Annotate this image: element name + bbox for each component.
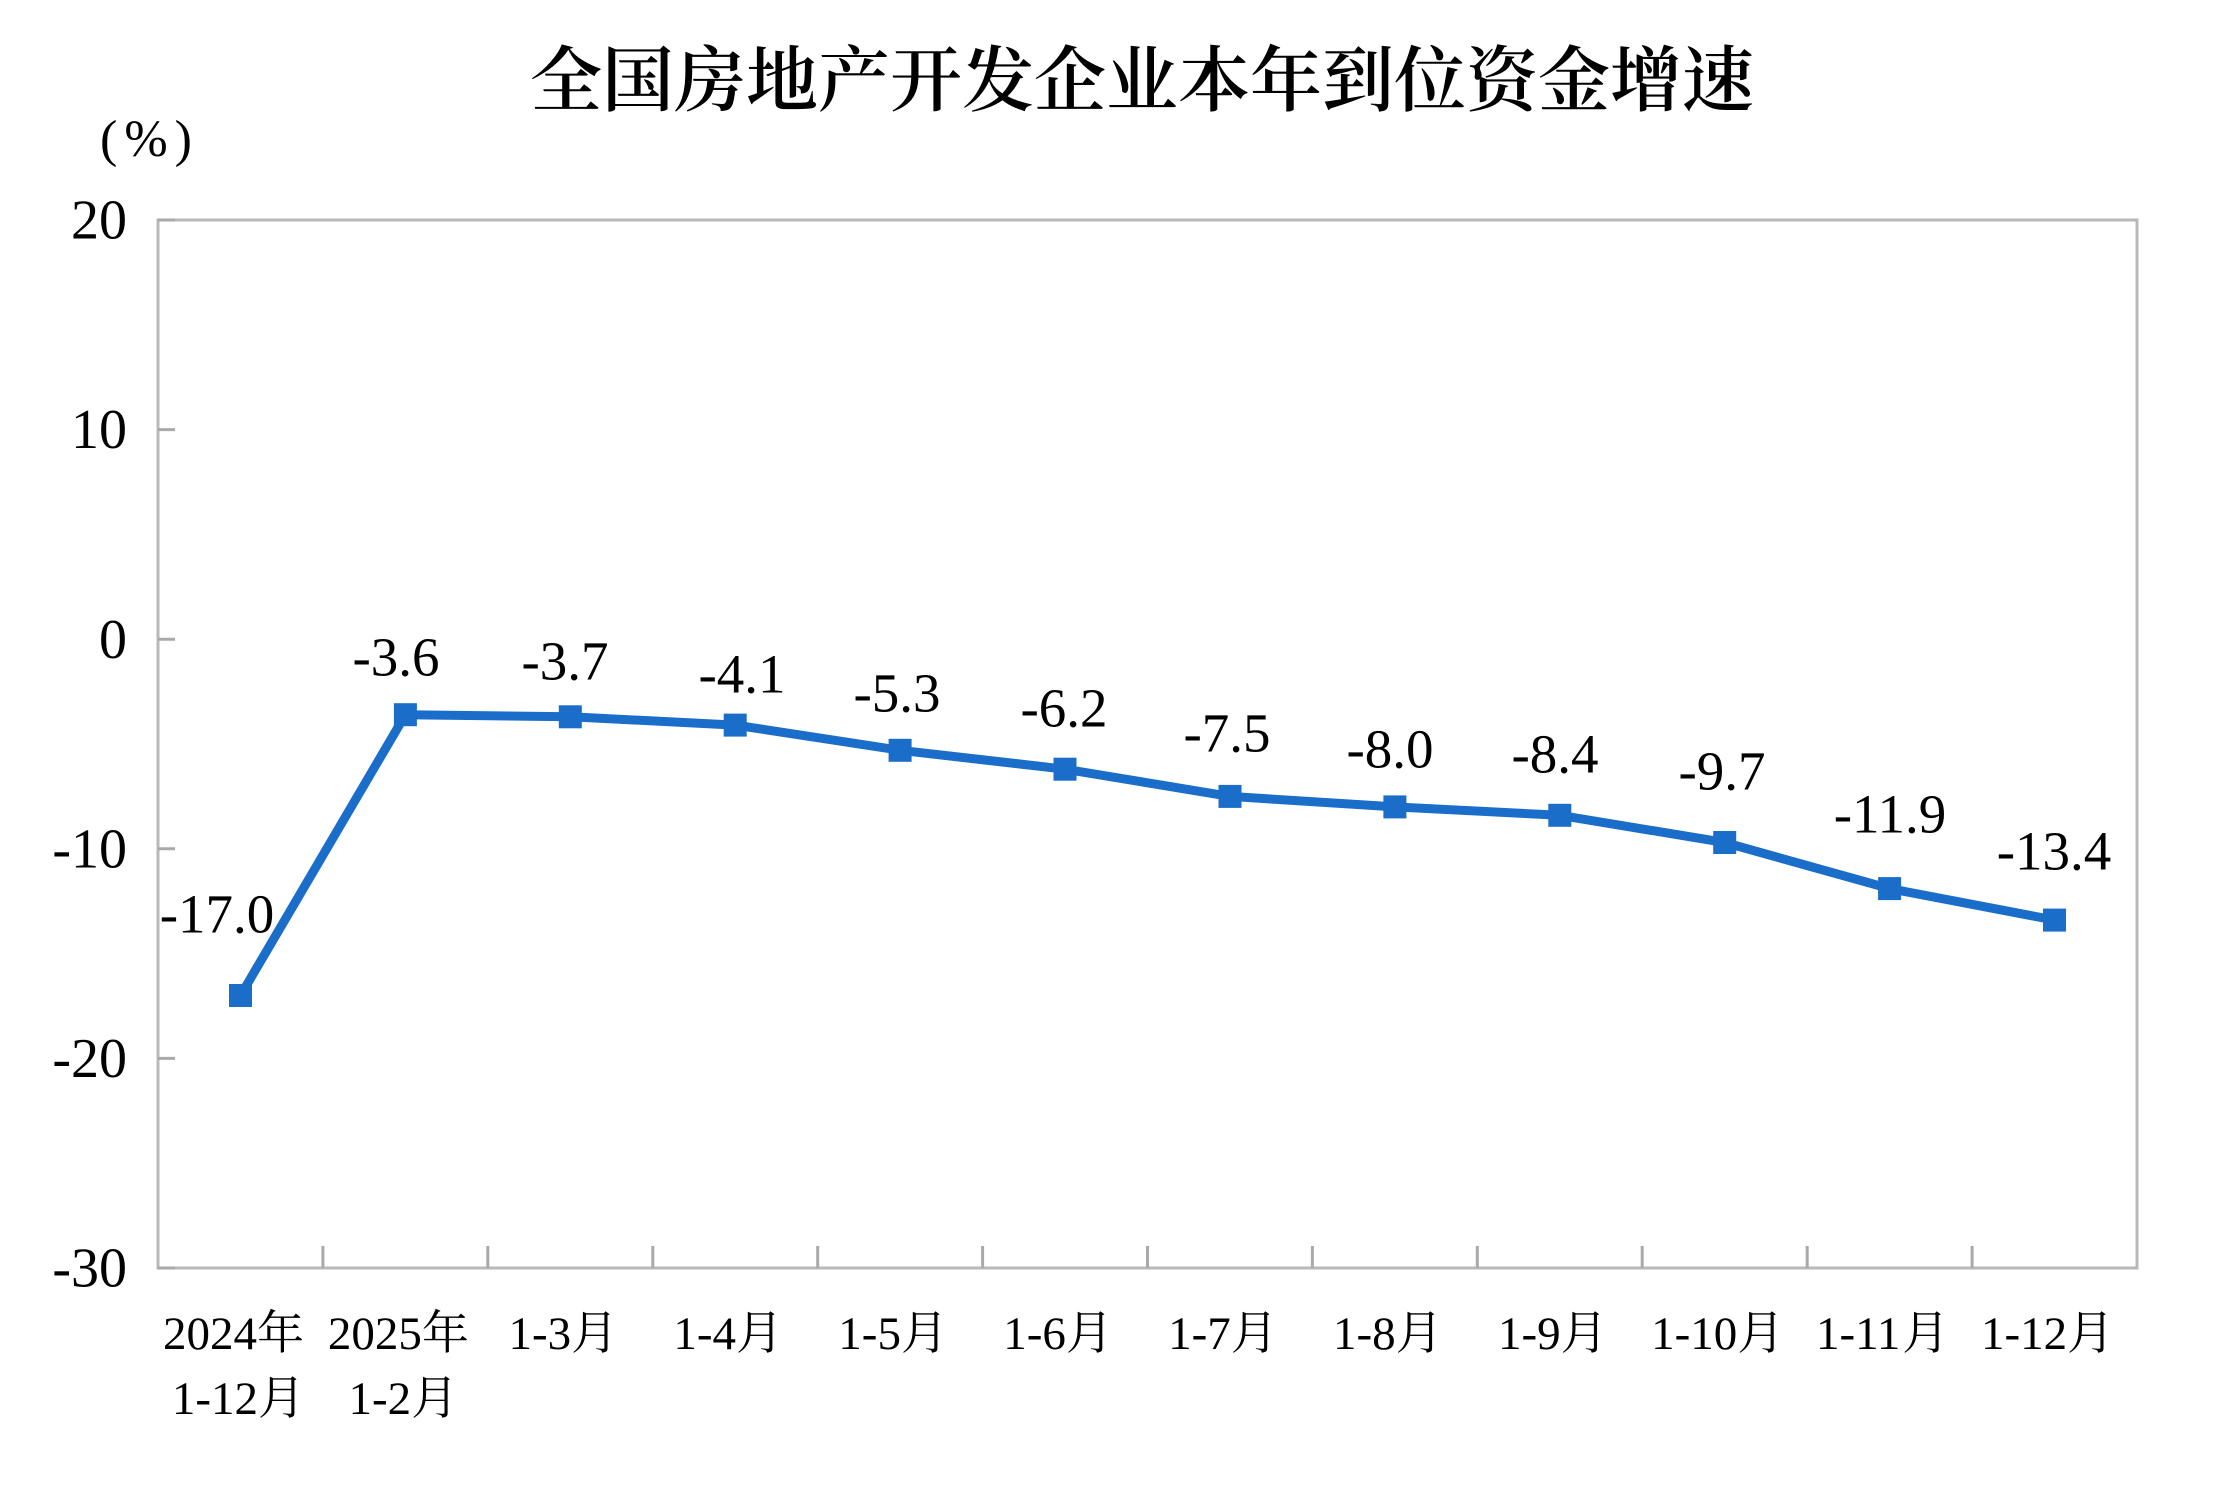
svg-text:1-3: 1-3 xyxy=(509,1308,572,1360)
svg-text:-3.7: -3.7 xyxy=(521,630,608,691)
svg-text:1-10: 1-10 xyxy=(1651,1308,1737,1360)
svg-text:-4.1: -4.1 xyxy=(698,643,785,704)
svg-text:2025: 2025 xyxy=(328,1308,422,1360)
svg-text:-8.4: -8.4 xyxy=(1511,723,1598,784)
svg-text:-10: -10 xyxy=(52,818,127,880)
svg-text:1-12: 1-12 xyxy=(1981,1308,2067,1360)
svg-text:1-2: 1-2 xyxy=(349,1373,412,1425)
svg-text:1-7: 1-7 xyxy=(1168,1308,1231,1360)
svg-text:-11.9: -11.9 xyxy=(1834,783,1947,844)
svg-text:-6.2: -6.2 xyxy=(1020,677,1107,738)
svg-text:-7.5: -7.5 xyxy=(1183,702,1270,763)
svg-text:1-8: 1-8 xyxy=(1333,1308,1396,1360)
svg-text:1-6: 1-6 xyxy=(1003,1308,1066,1360)
svg-text:20: 20 xyxy=(71,190,127,252)
svg-text:(%): (%) xyxy=(100,111,199,168)
svg-text:-8.0: -8.0 xyxy=(1346,718,1433,779)
svg-text:-5.3: -5.3 xyxy=(853,662,940,723)
svg-text:1-9: 1-9 xyxy=(1498,1308,1561,1360)
svg-text:2024: 2024 xyxy=(163,1308,257,1360)
svg-text:1-12: 1-12 xyxy=(172,1373,258,1425)
svg-text:-3.6: -3.6 xyxy=(352,626,439,687)
svg-text:1-4: 1-4 xyxy=(673,1308,736,1360)
svg-text:-13.4: -13.4 xyxy=(1997,820,2112,881)
svg-text:10: 10 xyxy=(71,399,127,461)
svg-text:1-11: 1-11 xyxy=(1816,1308,1900,1360)
svg-text:-20: -20 xyxy=(52,1028,127,1090)
svg-text:0: 0 xyxy=(99,609,127,671)
svg-text:-9.7: -9.7 xyxy=(1678,740,1765,801)
svg-text:-17.0: -17.0 xyxy=(160,883,275,944)
svg-text:-30: -30 xyxy=(52,1238,127,1300)
svg-text:1-5: 1-5 xyxy=(838,1308,901,1360)
